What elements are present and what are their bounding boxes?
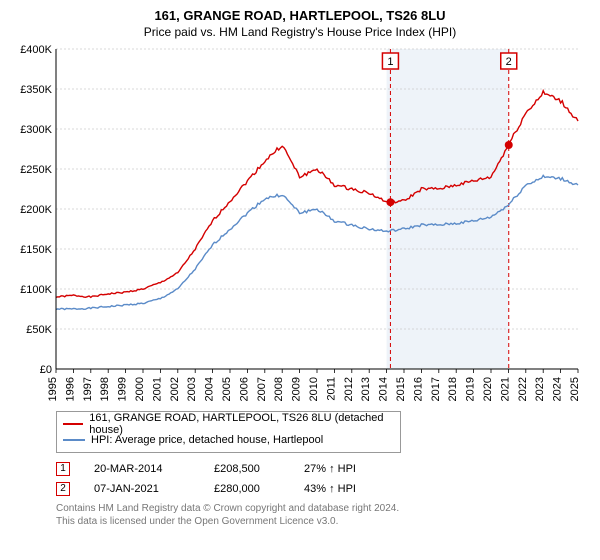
y-tick-label: £400K xyxy=(20,45,52,56)
x-tick-label: 2014 xyxy=(378,377,390,401)
x-tick-label: 2023 xyxy=(534,377,546,401)
y-tick-label: £100K xyxy=(20,284,52,296)
x-tick-label: 2020 xyxy=(482,377,494,401)
x-tick-label: 2001 xyxy=(151,377,163,401)
x-tick-label: 2006 xyxy=(238,377,250,401)
legend-label: HPI: Average price, detached house, Hart… xyxy=(91,434,323,446)
x-tick-label: 2025 xyxy=(569,377,581,401)
sale-price: £208,500 xyxy=(214,463,304,475)
sale-date: 07-JAN-2021 xyxy=(94,483,214,495)
x-tick-label: 2015 xyxy=(395,377,407,401)
x-tick-label: 2003 xyxy=(186,377,198,401)
footer-line: Contains HM Land Registry data © Crown c… xyxy=(56,503,590,516)
y-tick-label: £0 xyxy=(40,364,52,376)
y-tick-label: £50K xyxy=(26,324,52,336)
x-tick-label: 2013 xyxy=(360,377,372,401)
sale-index-marker: 2 xyxy=(56,482,70,496)
x-tick-label: 2016 xyxy=(412,377,424,401)
y-tick-label: £350K xyxy=(20,84,52,96)
sale-pct: 43% ↑ HPI xyxy=(304,483,394,495)
y-tick-label: £250K xyxy=(20,164,52,176)
x-tick-label: 1996 xyxy=(64,377,76,401)
sale-row: 2 07-JAN-2021£280,00043% ↑ HPI xyxy=(56,479,590,499)
x-tick-label: 2002 xyxy=(169,377,181,401)
x-tick-label: 2021 xyxy=(499,377,511,401)
chart-title: 161, GRANGE ROAD, HARTLEPOOL, TS26 8LU xyxy=(10,8,590,23)
sale-marker-number: 2 xyxy=(506,56,512,68)
x-tick-label: 2018 xyxy=(447,377,459,401)
x-tick-label: 2005 xyxy=(221,377,233,401)
x-tick-label: 1997 xyxy=(82,377,94,401)
sale-price: £280,000 xyxy=(214,483,304,495)
x-tick-label: 2019 xyxy=(465,377,477,401)
x-tick-label: 2022 xyxy=(517,377,529,401)
line-chart: £0 £50K £100K £150K £200K £250K £300K £350K £400… xyxy=(10,45,590,405)
x-tick-label: 2017 xyxy=(430,377,442,401)
y-tick-label: £200K xyxy=(20,204,52,216)
y-tick-label: £150K xyxy=(20,244,52,256)
chart-subtitle: Price paid vs. HM Land Registry's House … xyxy=(10,25,590,39)
legend-item: 161, GRANGE ROAD, HARTLEPOOL, TS26 8LU (… xyxy=(63,416,394,432)
sale-date: 20-MAR-2014 xyxy=(94,463,214,475)
x-tick-label: 2012 xyxy=(343,377,355,401)
x-tick-label: 2011 xyxy=(325,377,337,401)
sale-pct: 27% ↑ HPI xyxy=(304,463,394,475)
legend-swatch xyxy=(63,439,85,441)
sale-row: 1 20-MAR-2014£208,50027% ↑ HPI xyxy=(56,459,590,479)
x-tick-label: 2000 xyxy=(134,377,146,401)
x-tick-label: 2007 xyxy=(256,377,268,401)
legend-swatch xyxy=(63,423,83,425)
x-tick-label: 2009 xyxy=(291,377,303,401)
legend-label: 161, GRANGE ROAD, HARTLEPOOL, TS26 8LU (… xyxy=(89,412,394,436)
sale-marker-number: 1 xyxy=(387,56,393,68)
x-tick-label: 2010 xyxy=(308,377,320,401)
footer-attribution: Contains HM Land Registry data © Crown c… xyxy=(56,503,590,528)
legend: 161, GRANGE ROAD, HARTLEPOOL, TS26 8LU (… xyxy=(56,411,401,453)
sale-index-marker: 1 xyxy=(56,462,70,476)
x-tick-label: 1999 xyxy=(117,377,129,401)
x-tick-label: 2008 xyxy=(273,377,285,401)
x-tick-label: 1998 xyxy=(99,377,111,401)
x-tick-label: 1995 xyxy=(47,377,59,401)
footer-line: This data is licensed under the Open Gov… xyxy=(56,516,590,529)
x-tick-label: 2024 xyxy=(552,377,564,401)
y-tick-label: £300K xyxy=(20,124,52,136)
x-tick-label: 2004 xyxy=(204,377,216,401)
sales-table: 1 20-MAR-2014£208,50027% ↑ HPI 2 07-JAN-202… xyxy=(56,459,590,499)
